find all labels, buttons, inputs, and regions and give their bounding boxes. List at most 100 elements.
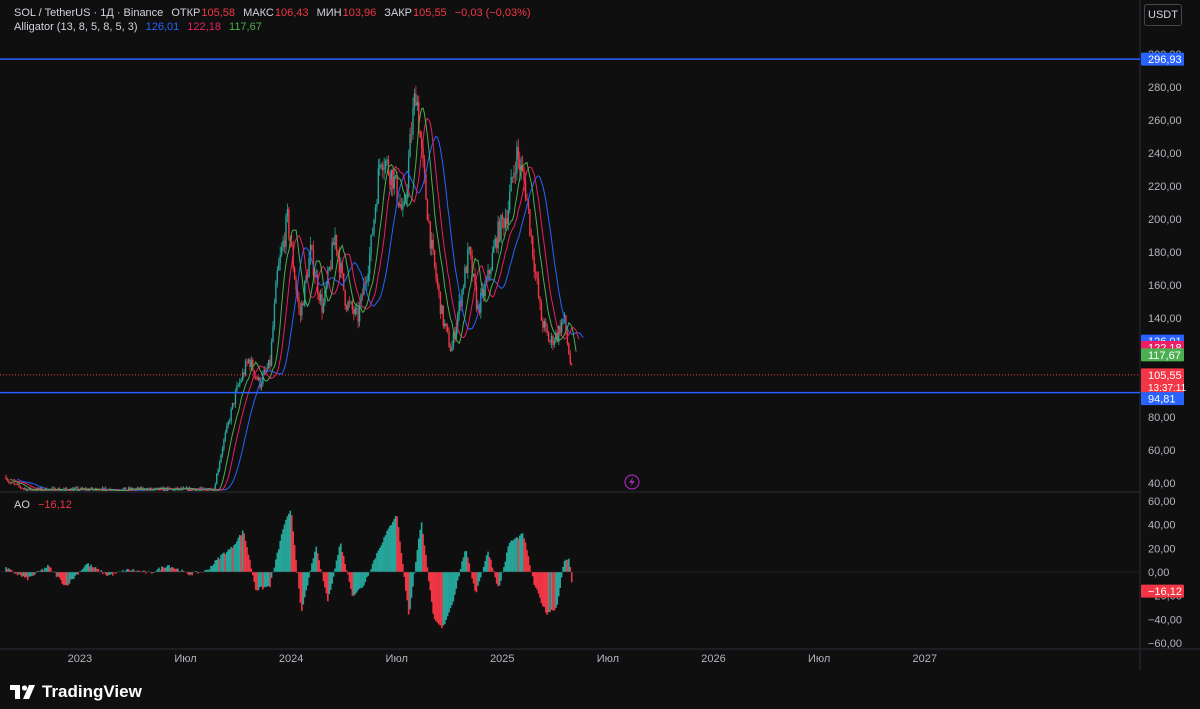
candle-body <box>569 354 571 364</box>
candle-body <box>279 254 281 264</box>
ao-bar <box>559 572 561 589</box>
candle-body <box>543 321 546 328</box>
alligator-teeth-line <box>12 117 580 491</box>
candle-body <box>418 101 420 132</box>
candle-body <box>16 484 19 485</box>
candle-body <box>304 281 306 306</box>
candle-body <box>495 238 498 249</box>
candle-body <box>532 236 534 257</box>
candle-body <box>34 490 36 491</box>
candle-body <box>9 482 12 484</box>
ao-bar <box>81 569 84 572</box>
ao-legend[interactable]: AO −16,12 <box>14 499 73 511</box>
ao-bar <box>474 572 476 591</box>
candle-body <box>230 408 232 422</box>
candle-body <box>519 159 521 171</box>
ao-bar <box>503 567 505 572</box>
ao-bar <box>416 549 419 572</box>
candle-body <box>562 318 564 322</box>
candle-body <box>540 302 543 321</box>
candle-body <box>298 298 300 309</box>
ao-bar <box>178 570 180 572</box>
currency-button[interactable]: USDT <box>1144 4 1182 26</box>
ao-bar <box>97 568 100 572</box>
ao-bar <box>404 572 407 591</box>
ao-bar <box>358 572 361 589</box>
candle-body <box>420 137 423 148</box>
candle-body <box>328 267 330 270</box>
candle-body <box>360 294 362 306</box>
ao-bar <box>122 570 124 572</box>
ao-bar <box>319 569 322 572</box>
ao-bar <box>273 567 276 572</box>
ao-bar <box>521 533 524 572</box>
alligator-legend[interactable]: Alligator (13, 8, 5, 8, 5, 3) 126,01 122… <box>14 21 263 33</box>
ao-bar <box>331 572 333 584</box>
candle-body <box>65 487 68 490</box>
ao-bar <box>156 569 159 572</box>
candle-body <box>228 421 231 423</box>
candle-body <box>513 172 515 178</box>
candle-body <box>546 326 548 333</box>
ao-bar <box>360 572 362 588</box>
candle-body <box>367 273 369 281</box>
ao-bar <box>516 536 518 572</box>
ao-bar <box>171 567 173 572</box>
candle-body <box>174 489 176 491</box>
candle-body <box>285 216 287 247</box>
ao-bar <box>510 540 512 572</box>
ao-bar <box>58 572 61 578</box>
candle-body <box>282 240 284 248</box>
candle-body <box>341 263 343 274</box>
candle-body <box>35 490 38 491</box>
lightning-icon[interactable] <box>624 474 640 490</box>
candle-body <box>491 253 494 271</box>
ao-bar <box>243 533 245 572</box>
price-tick-label: 240,00 <box>1148 148 1182 160</box>
candle-body <box>136 487 139 489</box>
ao-bar <box>247 554 250 572</box>
alligator-lips-line <box>10 107 577 491</box>
ao-bar <box>367 572 370 576</box>
candle-body <box>436 278 439 286</box>
ao-bar <box>524 542 527 572</box>
candle-body <box>550 336 553 343</box>
time-tick-label: 2026 <box>701 653 725 665</box>
ao-bar <box>508 542 511 572</box>
candle-body <box>301 303 303 316</box>
candle-body <box>527 200 530 210</box>
candle-body <box>526 198 528 201</box>
candle-body <box>257 377 260 380</box>
ao-bar <box>449 572 452 609</box>
candle-body <box>295 279 297 290</box>
ao-bar <box>455 572 458 589</box>
ao-bar <box>400 553 403 572</box>
candle-body <box>305 275 307 282</box>
candle-body <box>571 363 573 365</box>
ao-bar <box>176 568 179 572</box>
tradingview-logo[interactable]: TradingView <box>10 682 142 702</box>
ao-bar <box>384 535 387 572</box>
ao-bar <box>260 572 263 587</box>
ao-bar <box>75 572 78 575</box>
ao-bar <box>531 572 534 577</box>
candle-body <box>445 323 447 327</box>
ao-bar <box>337 554 339 572</box>
ao-bar <box>45 567 48 572</box>
candle-body <box>523 170 525 181</box>
ao-bar <box>429 572 432 591</box>
ao-bar <box>505 552 508 572</box>
candle-body <box>272 326 274 342</box>
candle-body <box>286 209 289 217</box>
candle-body <box>441 305 443 314</box>
candle-body <box>465 267 468 274</box>
ao-bar <box>29 572 32 577</box>
candle-body <box>129 487 131 490</box>
ao-bar <box>468 563 471 572</box>
candle-body <box>64 487 66 489</box>
ao-bar <box>458 572 460 577</box>
candle-body <box>81 487 84 490</box>
ao-bar <box>399 541 401 572</box>
